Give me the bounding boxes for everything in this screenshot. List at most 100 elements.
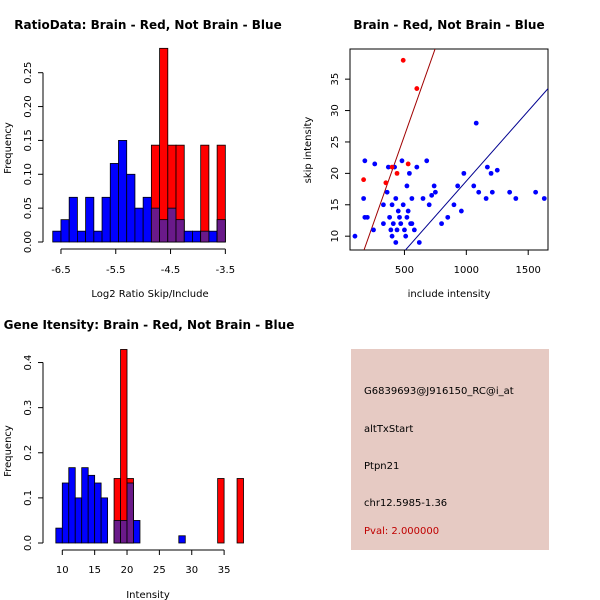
intensity-y-axis-label: Frequency: [3, 425, 14, 477]
intensity-y-tick-label: 0.3: [23, 400, 34, 416]
intensity-chart-title: Gene Itensity: Brain - Red, Not Brain - …: [4, 318, 295, 332]
ratio-bar-not-brain: [60, 219, 70, 243]
scatter-point-not-brain: [404, 183, 410, 189]
ratio-histogram-panel: RatioData: Brain - Red, Not Brain - Blue…: [3, 18, 282, 300]
ratio-bar-not-brain: [68, 196, 78, 243]
scatter-point-not-brain: [473, 120, 479, 126]
ratio-bar-not-brain: [93, 230, 103, 243]
scatter-point-not-brain: [364, 214, 370, 220]
ratio-y-tick-label: 0.10: [23, 163, 34, 185]
ratio-bar-not-brain: [208, 230, 218, 243]
ratio-y-axis-label: Frequency: [3, 122, 14, 174]
scatter-point-not-brain: [384, 189, 390, 195]
intensity-bar-not-brain: [178, 535, 186, 544]
ratio-x-axis-label: Log2 Ratio Skip/Include: [91, 289, 208, 300]
intensity-y-tick-label: 0.2: [23, 445, 34, 461]
scatter-point-brain: [361, 177, 367, 183]
scatter-y-tick-label: 35: [330, 73, 341, 86]
ratio-y-tick-label: 0.00: [23, 231, 34, 253]
scatter-point-not-brain: [409, 196, 415, 201]
ratio-bar-overlap: [216, 219, 226, 243]
ratio-bar-brain: [159, 47, 169, 243]
intensity-y-tick-label: 0.1: [23, 490, 34, 506]
intensity-x-tick-label: 10: [56, 565, 69, 576]
scatter-fit-line-dark-blue-line: [404, 88, 548, 250]
ratio-bar-not-brain: [183, 230, 193, 243]
intensity-x-tick-label: 20: [121, 565, 134, 576]
scatter-point-not-brain: [476, 189, 482, 195]
intensity-bar-brain: [236, 478, 244, 544]
scatter-point-not-brain: [484, 164, 490, 170]
scatter-point-not-brain: [402, 227, 407, 233]
intensity-histogram-panel: Gene Itensity: Brain - Red, Not Brain - …: [3, 318, 294, 600]
ratio-y-tick-label: 0.25: [23, 62, 34, 84]
intensity-bar-overlap: [120, 520, 128, 544]
scatter-point-not-brain: [403, 233, 409, 239]
ratio-bar-not-brain: [85, 196, 95, 243]
scatter-point-not-brain: [471, 183, 477, 189]
intensity-bar-not-brain: [87, 474, 96, 544]
intensity-axes: 10 15 20 25 30 35 0.0 0.1 0.2 0.3 0.4: [23, 355, 230, 576]
intensity-bar-not-brain: [61, 482, 70, 544]
scatter-fit-lines: [363, 49, 548, 250]
scatter-point-not-brain: [426, 202, 432, 208]
ratio-bar-not-brain: [192, 230, 202, 243]
scatter-point-not-brain: [489, 189, 495, 195]
ratio-chart-title: RatioData: Brain - Red, Not Brain - Blue: [14, 18, 281, 32]
scatter-point-not-brain: [451, 202, 457, 208]
scatter-point-not-brain: [458, 208, 464, 214]
scatter-point-not-brain: [404, 214, 410, 220]
intensity-bar-not-brain: [55, 527, 63, 544]
intensity-bar-not-brain: [81, 467, 89, 544]
scatter-point-not-brain: [381, 202, 386, 208]
ratio-bar-overlap: [200, 230, 210, 243]
scatter-point-not-brain: [461, 170, 467, 176]
scatter-point-not-brain: [389, 202, 395, 208]
event-type: altTxStart: [364, 424, 414, 435]
scatter-fit-line-dark-red-line: [363, 49, 436, 250]
scatter-point-brain: [414, 86, 420, 91]
gene-symbol: Ptpn21: [364, 461, 400, 472]
scatter-point-not-brain: [387, 214, 392, 220]
scatter-point-not-brain: [431, 183, 437, 189]
ratio-x-tick-label: -4.5: [161, 265, 181, 276]
scatter-point-not-brain: [533, 189, 539, 195]
scatter-x-tick-label: 500: [395, 265, 414, 276]
scatter-point-not-brain: [398, 221, 404, 227]
scatter-point-not-brain: [390, 221, 396, 227]
ratio-axes: -6.5 -5.5 -4.5 -3.5 0.00 0.05 0.10 0.15 0.20 0.25: [23, 62, 235, 276]
genomic-location: chr12.5985-1.36: [364, 498, 448, 509]
intensity-x-tick-label: 35: [218, 565, 231, 576]
ratio-x-tick-label: -6.5: [51, 265, 71, 276]
scatter-point-not-brain: [407, 170, 412, 176]
intensity-bar-not-brain: [100, 497, 109, 544]
scatter-point-not-brain: [393, 196, 399, 201]
scatter-point-not-brain: [432, 189, 438, 195]
ratio-bar-not-brain: [118, 140, 128, 243]
ratio-bar-overlap: [159, 219, 169, 243]
scatter-point-not-brain: [409, 221, 415, 227]
scatter-points: [352, 57, 547, 245]
intensity-y-tick-label: 0.4: [23, 355, 34, 371]
gene-info-panel: G6839693@J916150_RC@i_at altTxStart Ptpn…: [351, 349, 549, 550]
scatter-y-tick-label: 30: [330, 104, 341, 117]
scatter-point-not-brain: [397, 214, 402, 220]
intensity-bar-not-brain: [68, 467, 76, 544]
scatter-point-not-brain: [420, 196, 426, 201]
scatter-y-axis-label: skip intensity: [303, 117, 314, 184]
scatter-point-not-brain: [381, 221, 386, 227]
ratio-y-tick-label: 0.15: [23, 129, 34, 151]
ratio-bar-overlap: [167, 207, 177, 243]
ratio-bar-not-brain: [76, 230, 87, 243]
ratio-y-tick-label: 0.05: [23, 197, 34, 219]
scatter-point-not-brain: [416, 240, 422, 245]
ratio-bars: [52, 47, 226, 243]
scatter-point-not-brain: [494, 167, 500, 173]
scatter-point-not-brain: [361, 196, 367, 201]
scatter-point-not-brain: [414, 164, 420, 170]
scatter-point-brain: [400, 57, 406, 63]
scatter-point-not-brain: [352, 233, 358, 239]
scatter-chart-title: Brain - Red, Not Brain - Blue: [353, 18, 544, 32]
scatter-axes: 500 1000 1500 10 15 20 25 30 35: [330, 73, 541, 276]
